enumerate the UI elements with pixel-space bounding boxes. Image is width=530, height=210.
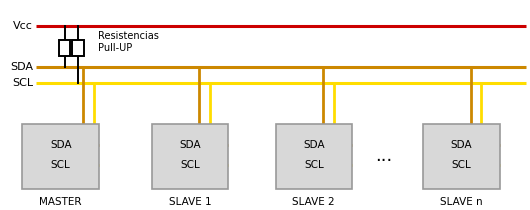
Text: SLAVE 1: SLAVE 1 bbox=[169, 197, 211, 207]
Text: SDA: SDA bbox=[179, 140, 201, 150]
Bar bbox=[152, 124, 228, 189]
Text: SCL: SCL bbox=[180, 160, 200, 170]
Text: SCL: SCL bbox=[12, 78, 33, 88]
Bar bbox=[72, 40, 84, 56]
Text: SDA: SDA bbox=[303, 140, 324, 150]
Bar bbox=[423, 124, 500, 189]
Text: ...: ... bbox=[375, 147, 392, 165]
Text: MASTER: MASTER bbox=[39, 197, 82, 207]
Text: SDA: SDA bbox=[10, 62, 33, 72]
Text: SLAVE n: SLAVE n bbox=[440, 197, 483, 207]
Text: SCL: SCL bbox=[452, 160, 471, 170]
Bar bbox=[59, 40, 70, 56]
Text: SCL: SCL bbox=[51, 160, 70, 170]
Text: SLAVE 2: SLAVE 2 bbox=[293, 197, 335, 207]
Bar bbox=[22, 124, 99, 189]
Text: SDA: SDA bbox=[450, 140, 472, 150]
Text: Vcc: Vcc bbox=[13, 21, 33, 31]
Text: SCL: SCL bbox=[304, 160, 324, 170]
Text: SDA: SDA bbox=[50, 140, 72, 150]
Bar bbox=[276, 124, 352, 189]
Text: Resistencias
Pull-UP: Resistencias Pull-UP bbox=[98, 31, 159, 53]
